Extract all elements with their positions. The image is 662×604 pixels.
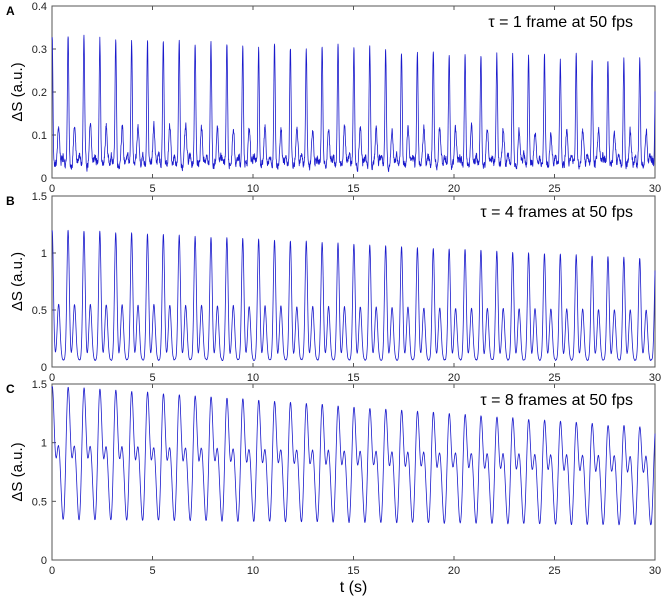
y-tick-label: 0 xyxy=(41,173,47,185)
plot-area-frame xyxy=(51,195,656,368)
signal-trace xyxy=(51,229,656,362)
x-tick-label: 20 xyxy=(448,183,460,195)
x-tick-label: 15 xyxy=(347,183,359,195)
y-axis-label: ΔS (a.u.) xyxy=(9,62,26,121)
x-tick-label: 0 xyxy=(49,372,55,384)
y-tick-label: 0.5 xyxy=(32,305,47,317)
y-tick-label: 0.2 xyxy=(32,87,47,99)
x-tick-label: 5 xyxy=(149,372,155,384)
y-tick-label: 1.5 xyxy=(32,191,47,203)
x-tick-label: 15 xyxy=(347,565,359,577)
tau-annotation: τ = 1 frame at 50 fps xyxy=(488,14,633,31)
x-tick-label: 25 xyxy=(548,372,560,384)
y-axis-label: ΔS (a.u.) xyxy=(9,442,26,501)
y-tick-label: 1 xyxy=(41,438,47,450)
y-tick-label: 0.3 xyxy=(32,44,47,56)
y-tick-label: 1 xyxy=(41,248,47,260)
x-tick-label: 0 xyxy=(49,183,55,195)
y-tick-label: 0 xyxy=(41,555,47,567)
x-tick-label: 30 xyxy=(649,372,661,384)
y-tick-label: 0.1 xyxy=(32,130,47,142)
x-tick-label: 30 xyxy=(649,565,661,577)
panel-c: 0 0.5 1 1.5 0 5 10 15 20 25 30 C ΔS (a.u.) τ = 8 fram… xyxy=(6,379,661,596)
y-tick-label: 0.4 xyxy=(32,1,47,13)
tau-annotation: τ = 8 frames at 50 fps xyxy=(480,392,633,409)
x-tick-label: 10 xyxy=(247,183,259,195)
x-tick-label: 0 xyxy=(49,565,55,577)
x-tick-label: 25 xyxy=(548,183,560,195)
x-tick-label: 15 xyxy=(347,372,359,384)
y-tick-label: 0.5 xyxy=(32,496,47,508)
x-axis-label: t (s) xyxy=(340,579,368,596)
x-tick-label: 20 xyxy=(448,565,460,577)
panel-letter: A xyxy=(6,4,15,18)
x-tick-label: 25 xyxy=(548,565,560,577)
y-tick-label: 0 xyxy=(41,362,47,374)
x-tick-label: 5 xyxy=(149,565,155,577)
x-tick-label: 20 xyxy=(448,372,460,384)
y-tick-label: 1.5 xyxy=(32,379,47,391)
x-tick-label: 10 xyxy=(247,372,259,384)
x-tick-label: 30 xyxy=(649,183,661,195)
panel-a: 0 0.1 0.2 0.3 0.4 0 5 10 15 20 25 30 A ΔS (a.u.) τ = 1… xyxy=(6,1,661,195)
x-tick-label: 10 xyxy=(247,565,259,577)
signal-trace xyxy=(51,386,656,526)
x-tick-label: 5 xyxy=(149,183,155,195)
panel-letter: C xyxy=(6,382,15,396)
panel-b: 0 0.5 1 1.5 0 5 10 15 20 25 30 B ΔS (a.u.) τ = 4 fram… xyxy=(6,191,661,384)
signal-trace xyxy=(51,34,656,173)
tau-annotation: τ = 4 frames at 50 fps xyxy=(480,204,633,221)
panel-letter: B xyxy=(6,194,15,208)
y-axis-label: ΔS (a.u.) xyxy=(9,252,26,311)
